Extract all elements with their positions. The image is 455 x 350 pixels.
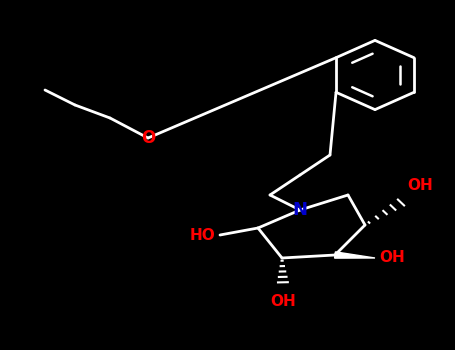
Text: OH: OH [379,251,405,266]
Text: OH: OH [407,178,433,193]
Text: OH: OH [270,294,296,309]
Text: HO: HO [190,228,216,243]
Text: N: N [293,201,308,219]
Text: O: O [141,129,155,147]
Polygon shape [334,252,375,258]
